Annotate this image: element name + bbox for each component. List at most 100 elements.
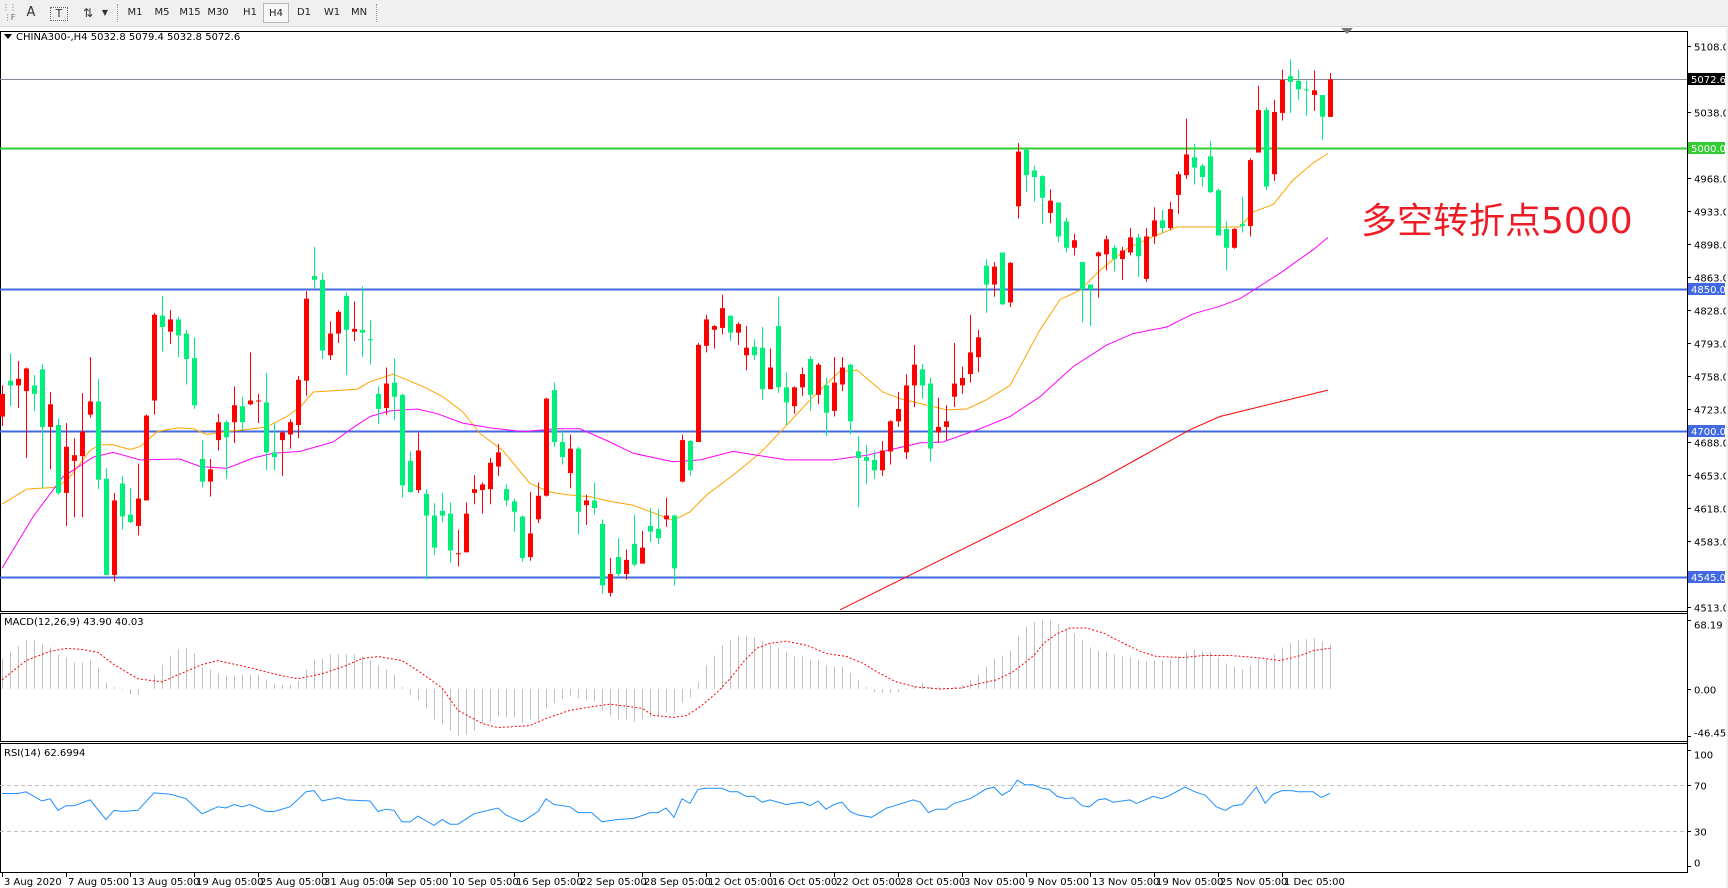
timeframe-m15[interactable]: M15 [179,7,201,18]
candle-body [1040,176,1045,198]
candle [720,294,725,335]
candle [272,423,277,471]
candle [1328,72,1333,117]
candle-body [256,400,261,402]
time-label: 3 Aug 2020 [4,877,62,888]
candle-body [624,559,629,574]
candle [216,413,221,451]
candle-body [128,514,133,523]
chevron-down-icon[interactable]: ▼ [101,8,109,17]
candle-body [824,385,829,413]
candle-body [288,422,293,435]
candle-body [1248,160,1253,227]
candle-body [896,409,901,422]
time-label: 22 Oct 05:00 [836,877,901,888]
candle [840,357,845,392]
candle [192,337,197,409]
candle [792,386,797,414]
candle [696,343,701,442]
candle-body [616,557,621,574]
timeframe-h1[interactable]: H1 [243,7,257,18]
candle [1312,70,1317,112]
candle-body [120,483,125,517]
candle-body [1032,170,1037,178]
grid-f-icon[interactable]: ⋮⋮ ⋮F [2,3,17,22]
candle [232,386,237,443]
candle [408,451,413,493]
candle [592,482,597,515]
candle [1128,227,1133,256]
candle [688,440,693,476]
candle-body [840,367,845,385]
candle-body [664,515,669,520]
candle-body [768,367,773,390]
timeframe-m5[interactable]: M5 [154,7,170,18]
timeframe-h4[interactable]: H4 [263,3,289,23]
candle-body [528,533,533,558]
text-a-icon[interactable]: A [24,3,38,23]
candle-body [32,385,37,394]
candle [96,378,101,490]
candle-body [272,452,277,458]
candle [248,352,253,406]
candle [896,392,901,427]
candle-body [112,500,117,575]
candle [432,503,437,556]
candle-body [336,311,341,334]
candle-body [280,432,285,441]
candle-body [736,324,741,333]
candle-body [1152,220,1157,237]
annotation-text: 多空转折点5000 [1361,201,1633,242]
toolbar-separator [376,4,379,22]
candle-body [968,352,973,375]
candle-body [24,368,29,392]
candle-body [248,400,253,405]
candle-body [1104,239,1109,255]
candle [552,382,557,447]
candle-body [792,387,797,407]
candle-body [376,393,381,409]
candle-body [960,377,965,386]
candle-body [48,404,53,427]
candle-body [72,455,77,461]
candle [288,419,293,449]
candle [648,508,653,542]
candle [384,367,389,415]
price-label: 4968.0 [1694,175,1728,186]
rsi-axis-label: 0 [1694,859,1700,870]
candle [1144,227,1149,282]
candle [504,484,509,507]
timeframe-m1[interactable]: M1 [127,7,143,18]
time-label: 10 Sep 05:00 [452,877,519,888]
time-label: 12 Oct 05:00 [708,877,773,888]
candle-body [416,450,421,491]
text-t-glyph: T [55,7,63,20]
candle-body [832,382,837,411]
timeframe-w1[interactable]: W1 [323,7,341,18]
candle-body [240,406,245,423]
timeframe-d1[interactable]: D1 [296,7,312,18]
price-tag-4700.0 [1688,425,1725,437]
candle [904,374,909,459]
text-label-t-icon[interactable]: T [50,7,68,21]
candle-body [1216,190,1221,236]
candle [400,393,405,498]
candle-body [728,315,733,333]
candle-body [600,524,605,586]
candle [496,443,501,476]
price-label: 4933.0 [1694,208,1728,219]
candle-body [1232,228,1237,248]
price-label: 4653.0 [1694,472,1728,483]
timeframe-m30[interactable]: M30 [207,7,229,18]
candle [336,310,341,343]
candle [744,326,749,371]
arrows-icon[interactable]: ⇅ [82,6,94,20]
text-a-glyph: A [26,5,36,20]
timeframe-mn[interactable]: MN [350,7,368,18]
candle [576,446,581,535]
candle-body [136,498,141,526]
candle [152,312,157,415]
candle [1320,95,1325,141]
candle [80,392,85,518]
